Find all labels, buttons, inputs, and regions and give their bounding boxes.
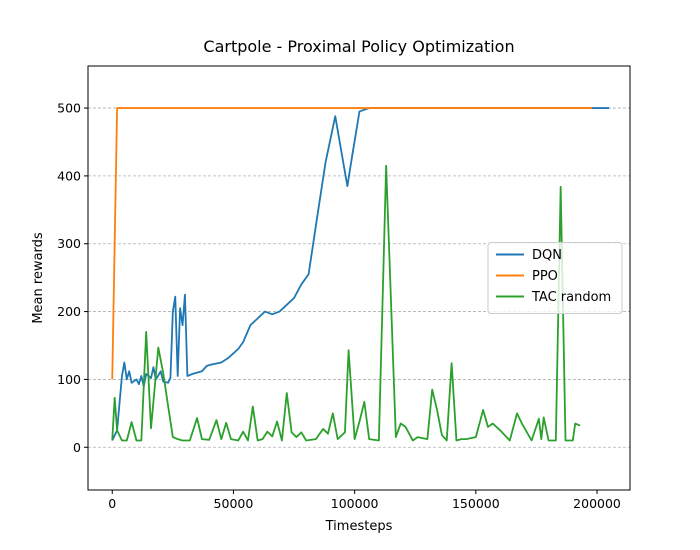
chart-title: Cartpole - Proximal Policy Optimization (203, 37, 514, 56)
legend-label: TAC random (531, 290, 611, 305)
legend-label: PPO (532, 269, 558, 284)
x-tick-label: 150000 (452, 496, 500, 511)
y-axis-label: Mean rewards (31, 232, 46, 324)
x-tick-label: 200000 (573, 496, 621, 511)
data-line (111, 107, 593, 380)
y-tick-label: 200 (57, 304, 81, 319)
y-tick-label: 500 (57, 101, 81, 116)
data-line (111, 164, 581, 442)
x-tick-label: 50000 (214, 496, 254, 511)
y-tick-label: 0 (73, 440, 81, 455)
y-tick-label: 400 (57, 168, 81, 183)
x-axis-label: Timesteps (325, 519, 393, 534)
plot-frame (87, 65, 631, 491)
legend-label: DQN (532, 248, 562, 263)
data-line (111, 107, 610, 441)
x-tick-label: 100000 (331, 496, 379, 511)
y-tick-label: 300 (57, 236, 81, 251)
y-tick-label: 100 (57, 372, 81, 387)
x-tick-label: 0 (108, 496, 116, 511)
